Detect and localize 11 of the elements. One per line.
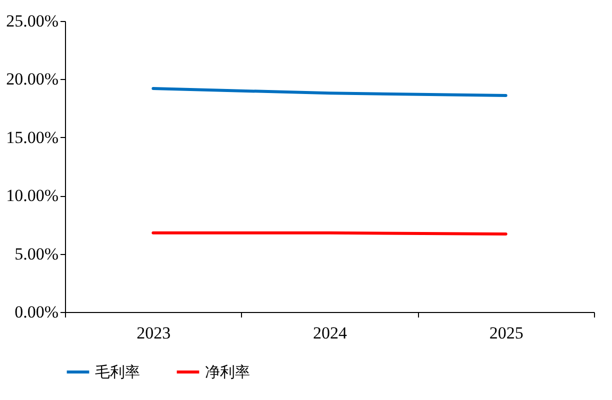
y-tick-label: 20.00%: [6, 70, 58, 89]
y-tick-label: 0.00%: [14, 302, 58, 322]
x-tick-label: 2025: [489, 324, 524, 342]
y-tick-label: 5.00%: [14, 244, 58, 264]
legend-label: 毛利率: [95, 363, 140, 381]
x-tick-label: 2024: [313, 324, 348, 342]
y-tick-label: 10.00%: [6, 186, 58, 206]
y-tick-label: 15.00%: [6, 128, 58, 147]
y-tick-label: 25.00%: [6, 12, 58, 30]
x-tick-label: 2023: [136, 324, 171, 342]
legend-label: 净利率: [205, 363, 250, 381]
